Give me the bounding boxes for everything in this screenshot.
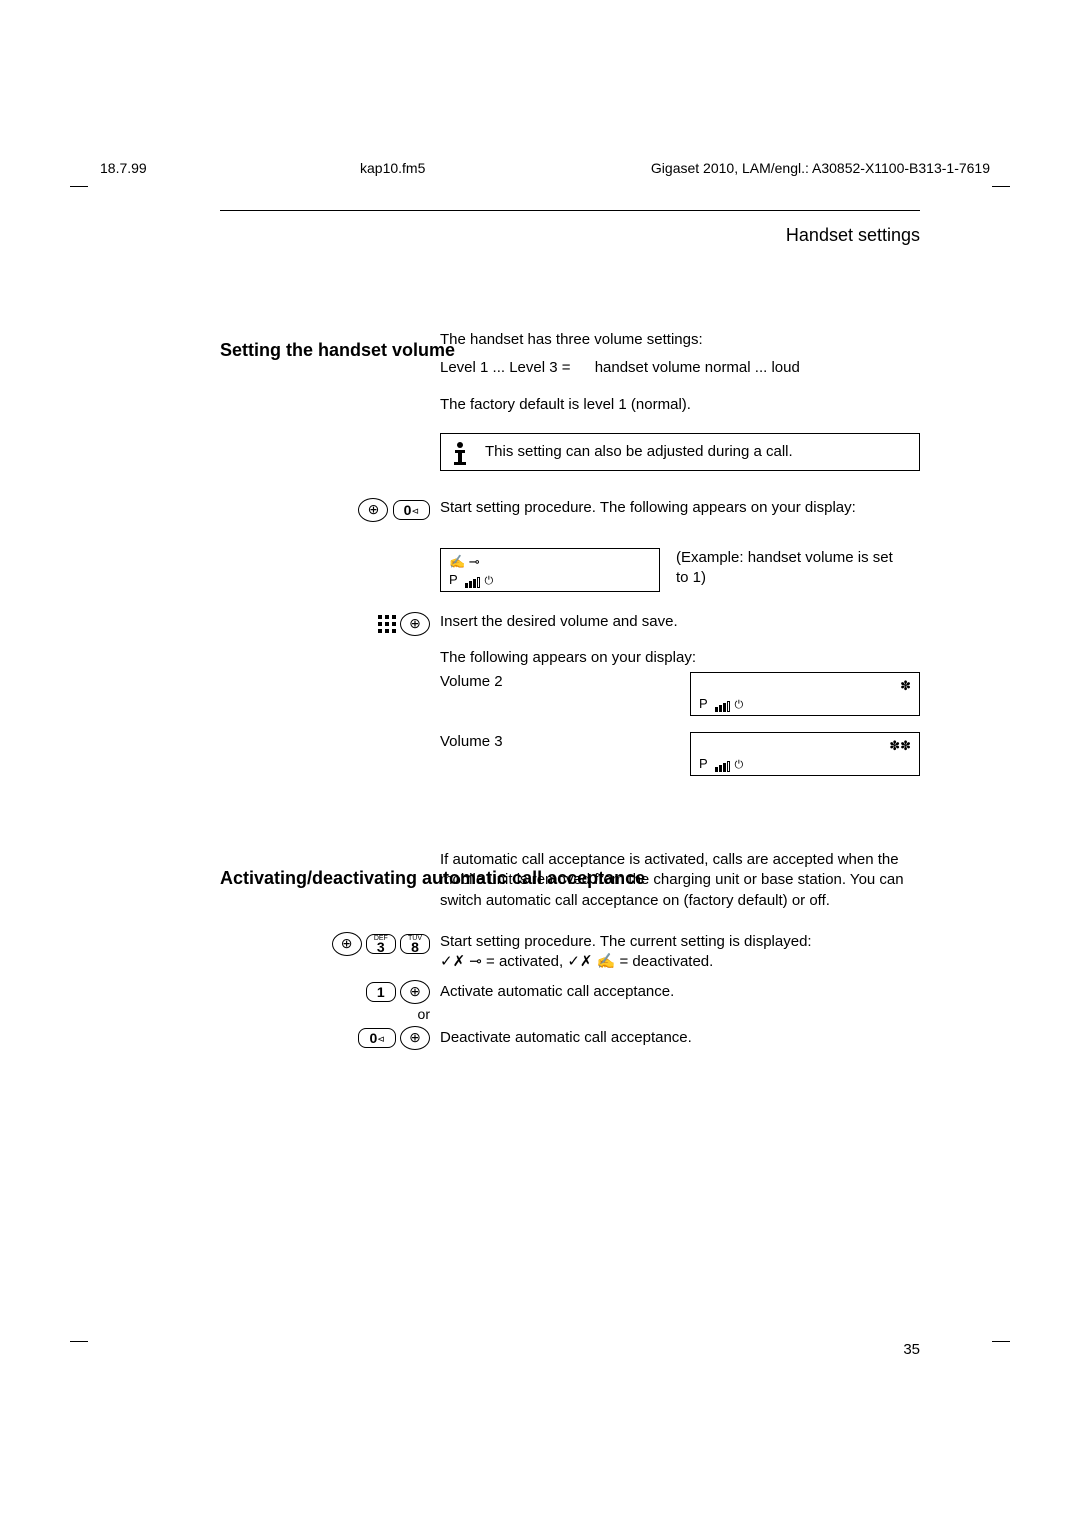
page-number: 35	[903, 1341, 920, 1358]
paragraph: If automatic call acceptance is activate…	[440, 850, 920, 911]
paragraph: Start setting procedure. The following a…	[440, 498, 920, 518]
paragraph: Start setting procedure. The current set…	[440, 932, 920, 973]
paragraph: Insert the desired volume and save.	[440, 612, 920, 632]
info-box: This setting can also be adjusted during…	[440, 433, 920, 471]
paragraph: Activate automatic call acceptance.	[440, 982, 920, 1002]
volume-bars-icon	[465, 571, 481, 589]
power-icon: ⏻	[485, 575, 494, 587]
display-note: (Example: handset volume is set to 1)	[676, 548, 906, 592]
volume2-label: Volume 2	[440, 672, 503, 716]
running-head: Handset settings	[786, 225, 920, 246]
paragraph: The handset has three volume settings:	[440, 330, 920, 350]
text: Start setting procedure. The current set…	[440, 933, 812, 950]
key-8: TUV8	[400, 934, 430, 954]
paragraph: The following appears on your display:	[440, 648, 920, 668]
display-symbol: ✽✽	[699, 737, 911, 755]
display-line2: P ⏻	[449, 571, 651, 589]
text: ✓✗ ⊸ = activated, ✓✗ ✍ = deactivated.	[440, 953, 713, 970]
display-line1: ✍ ⊸	[449, 553, 651, 571]
display-volume-3: ✽✽ P ⏻	[690, 732, 920, 776]
crop-mark	[992, 1341, 1010, 1342]
heading-handset-volume: Setting the handset volume	[220, 340, 455, 361]
store-key-icon: ⊕	[358, 498, 388, 522]
paragraph: Deactivate automatic call acceptance.	[440, 1028, 920, 1048]
key-3: DEF3	[366, 934, 396, 954]
info-icon	[449, 440, 471, 474]
keypad-icon	[378, 615, 396, 633]
meta-date: 18.7.99	[100, 160, 147, 176]
key-0: 0⊲	[393, 500, 430, 520]
store-key-icon: ⊕	[400, 980, 430, 1004]
display-p-label: P	[449, 572, 458, 587]
divider	[220, 210, 920, 211]
store-key-icon: ⊕	[400, 1026, 430, 1050]
display-p-label: P	[699, 756, 708, 771]
crop-mark	[992, 186, 1010, 187]
paragraph: The factory default is level 1 (normal).	[440, 395, 920, 415]
or-label: or	[220, 1006, 430, 1022]
level-label: Level 1 ... Level 3 =	[440, 359, 571, 376]
display-line2: P ⏻	[699, 755, 911, 773]
meta-file: kap10.fm5	[360, 160, 425, 176]
key-1: 1	[366, 982, 396, 1002]
key-1-label: 1	[377, 984, 385, 1000]
volume3-label: Volume 3	[440, 732, 503, 776]
level-desc: handset volume normal ... loud	[595, 359, 800, 376]
display-p-label: P	[699, 696, 708, 711]
crop-mark	[70, 186, 88, 187]
display-example-1: ✍ ⊸ P ⏻	[440, 548, 660, 592]
power-icon: ⏻	[735, 759, 744, 771]
volume-bars-icon	[715, 695, 731, 713]
volume-bars-icon	[715, 755, 731, 773]
store-key-icon: ⊕	[332, 932, 362, 956]
meta-ref: Gigaset 2010, LAM/engl.: A30852-X1100-B3…	[651, 160, 990, 176]
key-3-label: 3	[377, 939, 385, 955]
paragraph: Level 1 ... Level 3 = handset volume nor…	[440, 358, 920, 378]
key-0: 0⊲	[358, 1028, 395, 1048]
crop-mark	[70, 1341, 88, 1342]
display-volume-2: ✽ P ⏻	[690, 672, 920, 716]
display-symbol: ✽	[699, 677, 911, 695]
key-8-label: 8	[411, 939, 419, 955]
store-key-icon: ⊕	[400, 612, 430, 636]
power-icon: ⏻	[735, 699, 744, 711]
display-line2: P ⏻	[699, 695, 911, 713]
info-text: This setting can also be adjusted during…	[485, 443, 793, 460]
